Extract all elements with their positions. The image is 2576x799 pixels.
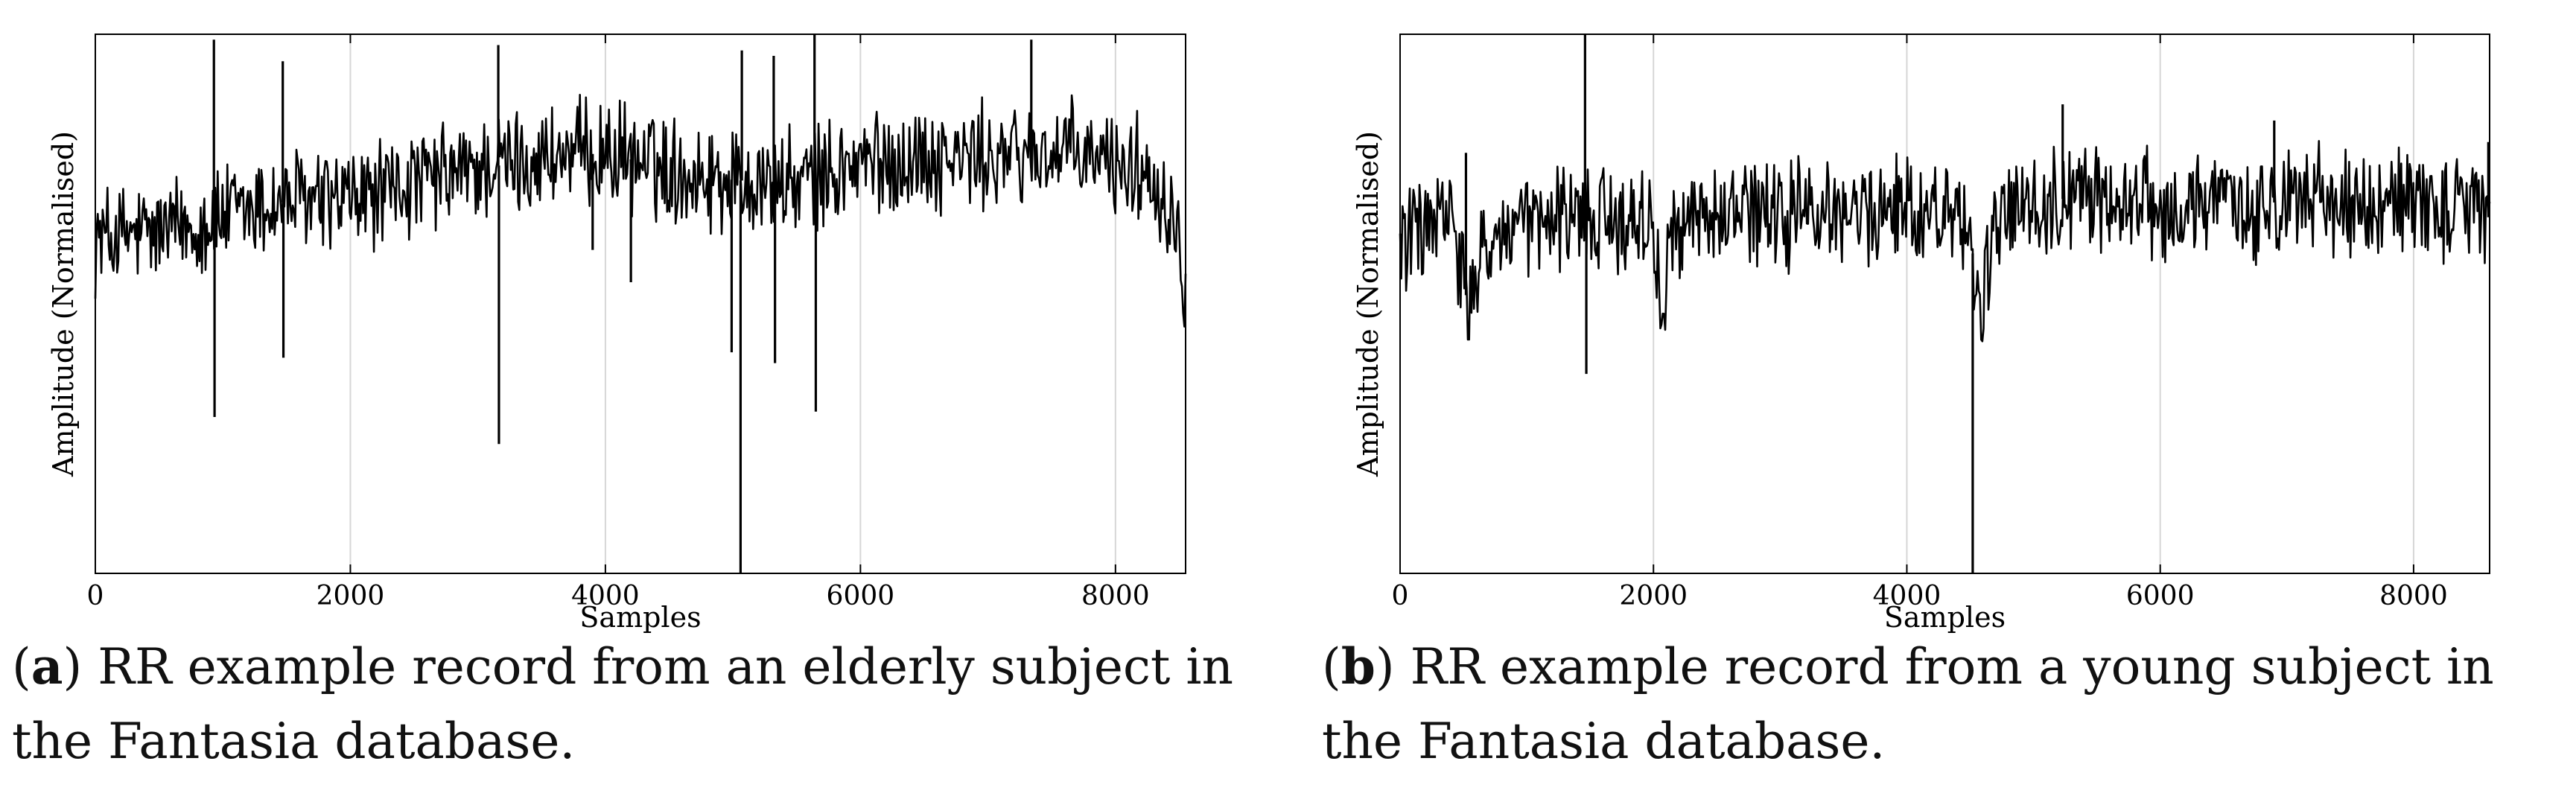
- x-tick-label: 6000: [2126, 581, 2195, 611]
- caption-a-text: RR example record from an elderly subjec…: [12, 638, 1234, 770]
- caption-a: (a) RR example record from an elderly su…: [12, 637, 1234, 770]
- caption-b-text: RR example record from a young subject i…: [1322, 638, 2494, 770]
- x-axis-label: Samples: [579, 601, 701, 634]
- plot-frame: [1399, 34, 2490, 574]
- x-tick-label: 0: [1392, 581, 1409, 611]
- y-axis-label: Amplitude (Normalised): [47, 131, 80, 477]
- caption-b: (b) RR example record from a young subje…: [1322, 637, 2494, 770]
- chart-panel-a: 0 2000 4000 6000 8000 Samples Amplitude (Norma…: [47, 34, 1187, 634]
- x-tick-label: 8000: [2379, 581, 2448, 611]
- series-line: [94, 94, 1187, 328]
- x-tick-label: 8000: [1081, 581, 1150, 611]
- x-tick-label: 4000: [1873, 581, 1941, 611]
- plot-frame: [95, 34, 1186, 574]
- x-tick-label: 4000: [571, 581, 640, 611]
- series-line: [1399, 140, 2491, 343]
- y-axis-label: Amplitude (Normalised): [1352, 131, 1384, 477]
- x-tick-label: 2000: [1619, 581, 1688, 611]
- x-tick-label: 0: [87, 581, 104, 611]
- caption-b-letter: b: [1341, 637, 1376, 695]
- x-tick-label: 6000: [827, 581, 895, 611]
- caption-a-letter: a: [31, 637, 63, 695]
- x-axis-label: Samples: [1884, 601, 2006, 634]
- x-tick-label: 2000: [317, 581, 385, 611]
- chart-panel-b: 0 2000 4000 6000 8000 Samples Amplitude (Norma…: [1352, 34, 2491, 634]
